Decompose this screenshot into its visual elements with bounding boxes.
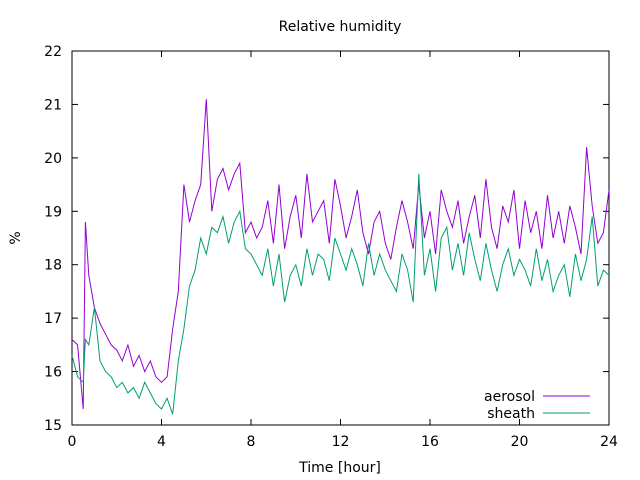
y-tick-label: 16 [44, 365, 62, 381]
series-line-sheath [71, 173, 610, 415]
x-tick-label: 12 [332, 434, 350, 450]
y-tick-label: 15 [44, 418, 62, 434]
chart-title: Relative humidity [279, 19, 402, 35]
x-tick-label: 8 [247, 434, 256, 450]
legend-label-sheath: sheath [487, 406, 535, 422]
x-tick-label: 0 [68, 434, 77, 450]
legend-label-aerosol: aerosol [484, 389, 535, 405]
y-tick-label: 17 [44, 311, 62, 327]
series-lines [71, 99, 610, 415]
x-tick-label: 16 [421, 434, 439, 450]
x-axis-label: Time [hour] [298, 460, 381, 476]
y-tick-label: 18 [44, 258, 62, 274]
series-line-aerosol [71, 99, 610, 410]
x-tick-label: 4 [157, 434, 166, 450]
y-tick-label: 19 [44, 204, 62, 220]
x-tick-label: 24 [600, 434, 618, 450]
y-axis-label: % [8, 231, 24, 244]
x-tick-label: 20 [511, 434, 529, 450]
y-tick-label: 22 [44, 44, 62, 60]
axis-ticks: 0 4 8 12 16 20 24 15 16 17 18 19 20 21 22 [44, 44, 618, 450]
y-tick-label: 21 [44, 97, 62, 113]
y-tick-label: 20 [44, 151, 62, 167]
plot-frame [71, 50, 610, 426]
